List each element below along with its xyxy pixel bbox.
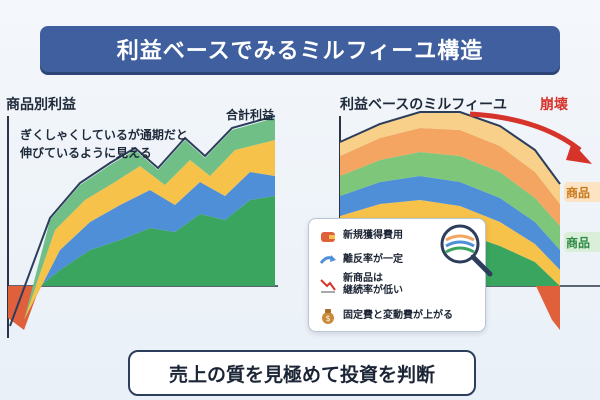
left-total-line — [9, 115, 276, 327]
side-tag-1-bg — [564, 182, 600, 202]
left-layer-dark-green — [40, 196, 275, 286]
page-title: 利益ベースでみるミルフィーユ構造 — [116, 39, 484, 64]
left-label-product-profit: 商品別利益 — [6, 97, 76, 113]
right-heading-emphasis: 崩壊 — [540, 97, 568, 113]
wallet-icon — [319, 227, 337, 245]
left-layer-blue — [24, 172, 275, 320]
title-banner: 利益ベースでみるミルフィーユ構造 — [40, 26, 560, 72]
left-annotation-line1: ぎくしゃくしているが通期だと — [20, 128, 188, 142]
legend-label: 固定費と変動費が上がる — [343, 310, 453, 321]
right-negative-area — [536, 286, 560, 330]
right-side-label-2: 商品 — [566, 236, 591, 250]
arrow-right-icon — [319, 251, 337, 269]
side-tag-2-bg — [564, 232, 600, 252]
right-layer-blue — [340, 176, 560, 270]
decline-arrow — [469, 111, 582, 152]
left-label-total-profit: 合計利益 — [226, 108, 275, 122]
right-layer-orange-light — [340, 112, 560, 204]
legend-label: 離反率が一定 — [343, 254, 403, 265]
legend-item-new-acquisition: 新規獲得費用 — [319, 227, 403, 245]
left-layer-light-green — [24, 118, 275, 320]
right-total-line — [339, 111, 561, 185]
legend-item-costs: $ 固定費と変動費が上がる — [319, 307, 453, 325]
right-layer-orange — [340, 128, 560, 226]
legend-item-new-product: 新商品は 継続率が低い — [319, 273, 403, 297]
caption-box: 売上の質を見極めて投資を判断 — [128, 350, 476, 396]
chart-down-icon — [319, 276, 337, 294]
legend-label: 新規獲得費用 — [343, 230, 403, 241]
money-bag-icon: $ — [319, 307, 337, 325]
left-layer-yellow — [24, 140, 275, 320]
right-layer-light-green — [340, 152, 560, 250]
right-side-label-1: 商品 — [566, 186, 591, 200]
caption-text: 売上の質を見極めて投資を判断 — [168, 363, 435, 386]
left-annotation-line2: 伸びているように見える — [20, 146, 152, 160]
decline-arrow-head — [566, 142, 592, 164]
legend-label: 新商品は 継続率が低い — [343, 273, 403, 296]
right-heading-main: 利益ベースのミルフィーユ — [340, 97, 508, 113]
svg-text:$: $ — [325, 314, 330, 323]
legend-item-churn: 離反率が一定 — [319, 251, 403, 269]
